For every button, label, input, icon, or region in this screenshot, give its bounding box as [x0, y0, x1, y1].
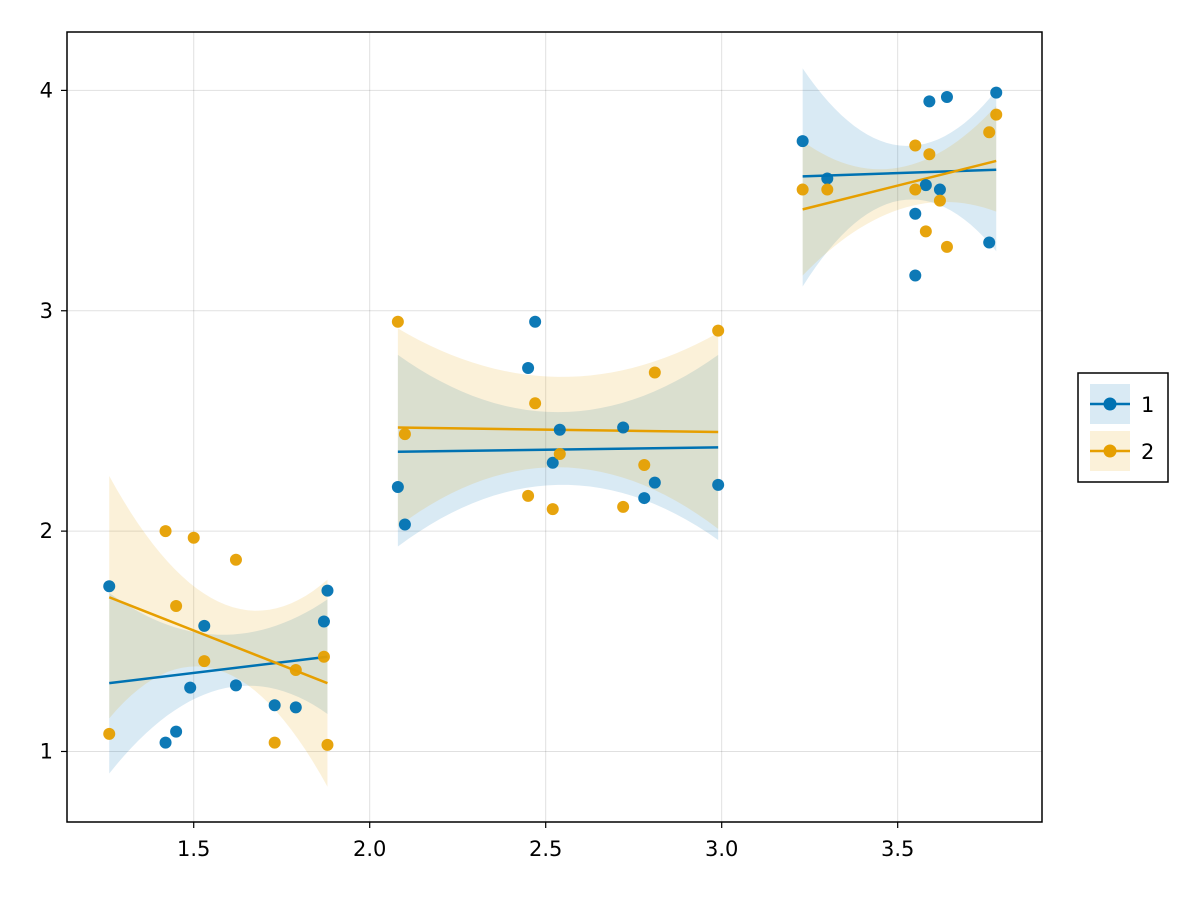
data-point-series-1 — [933, 183, 946, 196]
data-point-series-1 — [919, 179, 932, 192]
data-point-series-2 — [990, 108, 1003, 121]
fit-line-series-2-group-3 — [802, 159, 997, 211]
x-axis: 1.5 2.0 2.5 3.0 3.5 — [177, 822, 914, 861]
data-point-series-1 — [198, 619, 211, 632]
data-point-series-1 — [796, 135, 809, 148]
data-point-series-1 — [529, 315, 542, 328]
data-point-series-2 — [522, 489, 535, 502]
data-point-series-2 — [103, 727, 116, 740]
data-point-series-2 — [617, 500, 630, 513]
data-point-series-1 — [940, 91, 953, 104]
data-point-series-1 — [909, 269, 922, 282]
legend-marker-1 — [1103, 397, 1117, 411]
y-axis: 1 2 3 4 — [40, 78, 67, 763]
data-point-series-2 — [289, 663, 302, 676]
data-point-series-1 — [268, 699, 281, 712]
grid — [67, 32, 1042, 822]
data-point-series-1 — [522, 362, 535, 375]
data-point-series-2 — [159, 525, 172, 538]
data-point-series-2 — [919, 225, 932, 238]
data-point-series-2 — [391, 315, 404, 328]
y-tick-label: 1 — [40, 739, 53, 763]
data-point-series-2 — [933, 194, 946, 207]
data-point-series-1 — [990, 86, 1003, 99]
data-point-series-1 — [317, 615, 330, 628]
data-point-series-2 — [546, 503, 559, 516]
data-point-series-2 — [321, 738, 334, 751]
data-point-series-2 — [983, 126, 996, 139]
data-point-series-1 — [289, 701, 302, 714]
data-point-series-2 — [398, 428, 411, 441]
data-points — [103, 86, 1003, 751]
y-tick-label: 2 — [40, 519, 53, 543]
data-point-series-2 — [940, 240, 953, 253]
data-point-series-2 — [796, 183, 809, 196]
data-point-series-2 — [268, 736, 281, 749]
plot-frame — [66, 31, 1043, 823]
data-point-series-2 — [712, 324, 725, 337]
data-point-series-1 — [546, 456, 559, 469]
x-tick-label: 2.0 — [353, 837, 386, 861]
x-tick-label: 2.5 — [529, 837, 562, 861]
data-point-series-2 — [909, 183, 922, 196]
data-point-series-2 — [909, 139, 922, 152]
data-point-series-1 — [553, 423, 566, 436]
fit-line-series-1-group-3 — [802, 168, 997, 178]
data-point-series-1 — [159, 736, 172, 749]
legend-label-2: 2 — [1141, 440, 1154, 464]
data-point-series-2 — [317, 650, 330, 663]
x-tick-label: 1.5 — [177, 837, 210, 861]
data-point-series-1 — [170, 725, 183, 738]
confidence-band-series-1-group-1 — [109, 592, 328, 774]
data-point-series-2 — [638, 459, 651, 472]
data-point-series-1 — [398, 518, 411, 531]
legend-box — [1077, 372, 1169, 483]
confidence-band-series-1-group-3 — [802, 68, 997, 287]
data-point-series-2 — [923, 148, 936, 161]
data-point-series-2 — [187, 531, 200, 544]
data-point-series-2 — [170, 600, 183, 613]
data-point-series-1 — [821, 172, 834, 185]
data-point-series-2 — [648, 366, 661, 379]
data-point-series-2 — [529, 397, 542, 410]
data-point-series-2 — [821, 183, 834, 196]
x-tick-label: 3.5 — [881, 837, 914, 861]
data-point-series-1 — [712, 478, 725, 491]
y-tick-label: 4 — [40, 78, 53, 102]
data-point-series-1 — [391, 481, 404, 494]
data-point-series-1 — [184, 681, 197, 694]
data-point-series-1 — [229, 679, 242, 692]
data-point-series-1 — [321, 584, 334, 597]
x-tick-label: 3.0 — [705, 837, 738, 861]
confidence-band-series-2-group-1 — [109, 476, 328, 787]
legend-marker-2 — [1103, 444, 1117, 458]
data-point-series-1 — [103, 580, 116, 593]
data-point-series-1 — [923, 95, 936, 108]
data-point-series-2 — [198, 655, 211, 668]
data-point-series-1 — [909, 207, 922, 220]
data-point-series-1 — [617, 421, 630, 434]
data-point-series-1 — [638, 492, 651, 505]
data-point-series-2 — [553, 447, 566, 460]
y-tick-label: 3 — [40, 299, 53, 323]
data-point-series-2 — [229, 553, 242, 566]
data-point-series-1 — [648, 476, 661, 489]
fit-line-series-1-group-1 — [109, 655, 328, 685]
confidence-band-series-2-group-3 — [802, 105, 997, 276]
legend: 1 2 — [1077, 372, 1169, 483]
legend-label-1: 1 — [1141, 393, 1154, 417]
data-point-series-1 — [983, 236, 996, 249]
